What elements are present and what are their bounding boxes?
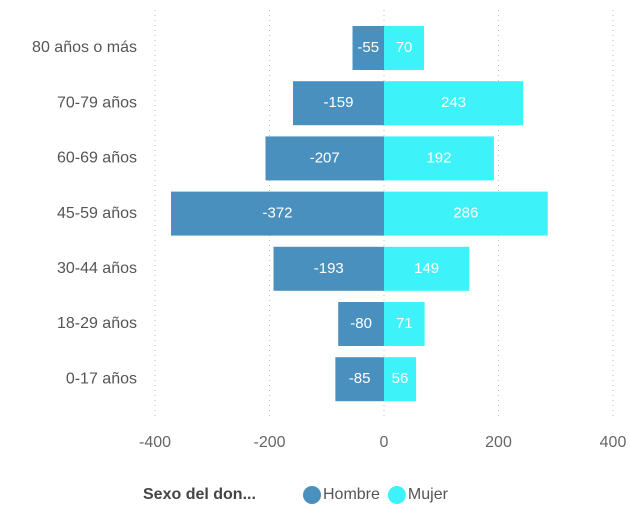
bar bbox=[384, 136, 494, 181]
y-tick-label: 0-17 años bbox=[66, 370, 137, 387]
bar bbox=[292, 81, 384, 126]
x-tick-label: 200 bbox=[485, 434, 512, 451]
bar bbox=[384, 302, 425, 346]
data-label: -207 bbox=[310, 149, 340, 166]
legend-label: Mujer bbox=[408, 486, 449, 503]
bar bbox=[335, 357, 384, 402]
x-tick-label: 400 bbox=[600, 434, 627, 451]
data-label: 149 bbox=[414, 260, 439, 277]
data-label: 286 bbox=[453, 205, 478, 222]
legend-swatch bbox=[387, 486, 406, 504]
bar bbox=[384, 191, 548, 236]
y-tick-label: 30-44 años bbox=[57, 260, 137, 277]
bar bbox=[384, 26, 425, 70]
bar bbox=[384, 81, 524, 126]
bar bbox=[273, 246, 384, 291]
data-label: 71 bbox=[396, 315, 413, 332]
x-tick-label: 0 bbox=[380, 434, 389, 451]
bar bbox=[384, 246, 470, 291]
data-label: -159 bbox=[323, 94, 353, 111]
legend-label: Hombre bbox=[323, 486, 380, 503]
data-label: 56 bbox=[392, 370, 409, 387]
bar bbox=[352, 26, 384, 70]
y-tick-label: 60-69 años bbox=[57, 150, 137, 167]
legend-swatch bbox=[303, 486, 321, 504]
data-label: -80 bbox=[350, 315, 372, 332]
bar bbox=[384, 357, 417, 402]
data-label: 192 bbox=[426, 149, 451, 166]
data-label: -193 bbox=[314, 260, 344, 277]
legend-title: Sexo del don... bbox=[143, 486, 256, 503]
y-tick-label: 18-29 años bbox=[57, 315, 137, 332]
y-tick-label: 70-79 años bbox=[57, 94, 137, 111]
bar bbox=[338, 302, 384, 346]
y-tick-label: 45-59 años bbox=[57, 205, 137, 222]
bar bbox=[265, 136, 384, 181]
data-label: 70 bbox=[396, 39, 413, 56]
data-label: -55 bbox=[357, 39, 379, 56]
x-tick-label: -200 bbox=[253, 434, 285, 451]
data-label: 243 bbox=[441, 94, 466, 111]
data-label: -372 bbox=[262, 205, 292, 222]
y-tick-label: 80 años o más bbox=[32, 39, 137, 56]
x-tick-label: -400 bbox=[139, 434, 171, 451]
bar bbox=[171, 191, 384, 236]
data-label: -85 bbox=[349, 370, 371, 387]
